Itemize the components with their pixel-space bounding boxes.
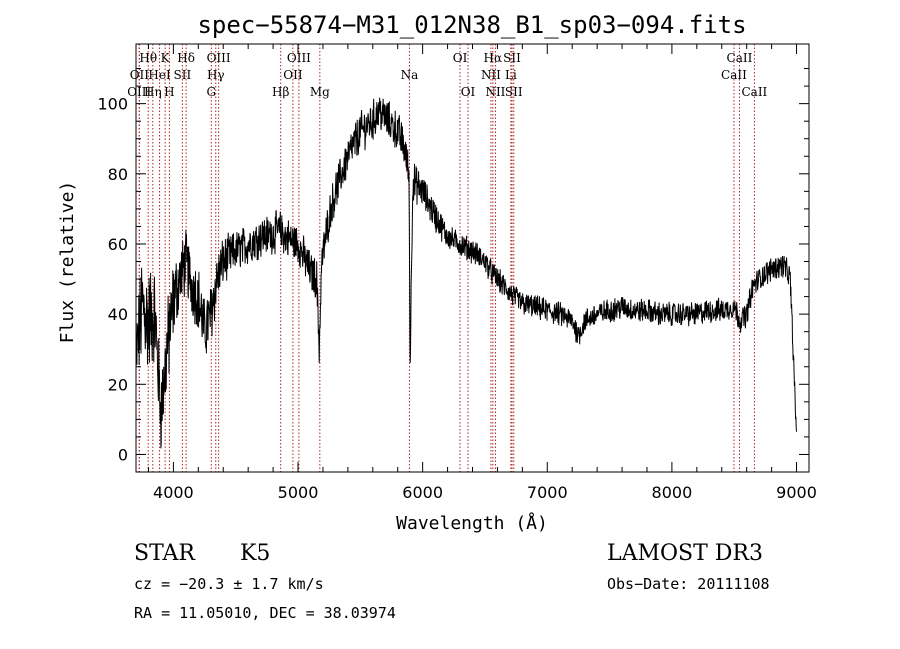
y-tick-label: 0	[118, 445, 128, 464]
y-tick-label: 80	[108, 165, 128, 184]
spectral-line-label: CaII	[727, 51, 753, 65]
x-axis-label: Wavelength (Å)	[396, 512, 548, 534]
y-tick-label: 60	[108, 235, 128, 254]
obs-date: Obs−Date: 20111108	[607, 575, 770, 593]
spectral-line-label: G	[206, 85, 216, 99]
y-axis-ticks: 0 20 40 60 80 100	[97, 68, 809, 464]
spectral-line-label: HeI	[148, 68, 171, 82]
spectral-line-label: CaII	[741, 85, 767, 99]
x-tick-label: 4000	[153, 483, 194, 502]
object-subclass: K5	[240, 541, 270, 566]
spectral-line-markers	[138, 44, 755, 472]
spectrum-line	[135, 97, 797, 449]
chart-title: spec−55874−M31_012N38_B1_sp03−094.fits	[197, 11, 746, 39]
x-tick-label: 6000	[402, 483, 443, 502]
spectral-line-label: OIII	[287, 51, 311, 65]
y-tick-label: 100	[97, 95, 128, 114]
spectral-line-label: OIII	[207, 51, 231, 65]
spectral-line-label: Li	[505, 68, 517, 82]
spectral-line-label: SII	[503, 51, 521, 65]
spectral-line-label: Mg	[310, 85, 330, 99]
spectral-line-label: K	[161, 51, 171, 65]
spectral-line-label: OI	[461, 85, 476, 99]
y-tick-label: 20	[108, 375, 128, 394]
spectral-line-label: Hα	[484, 51, 503, 65]
spectral-line-label: Hδ	[177, 51, 195, 65]
object-class: STAR	[134, 541, 196, 566]
spectral-line-label: Hθ	[139, 51, 157, 65]
survey-name: LAMOST DR3	[607, 541, 763, 566]
spectral-line-label: NII	[481, 68, 501, 82]
redshift-text: cz = −20.3 ± 1.7 km/s	[134, 575, 324, 593]
x-tick-label: 9000	[776, 483, 817, 502]
coordinates-text: RA = 11.05010, DEC = 38.03974	[134, 604, 396, 622]
x-tick-label: 7000	[527, 483, 568, 502]
x-axis-ticks: 4000 5000 6000 7000 8000 9000	[147, 44, 817, 502]
x-tick-label: 8000	[652, 483, 693, 502]
spectral-line-label: SII	[505, 85, 523, 99]
spectral-line-label: Hβ	[272, 85, 289, 99]
y-tick-label: 40	[108, 305, 128, 324]
x-tick-label: 5000	[278, 483, 319, 502]
spectral-line-label: OII	[283, 68, 303, 82]
spectral-line-label: Na	[401, 68, 419, 82]
spectral-line-label: OII	[130, 68, 150, 82]
spectral-line-label: OIII	[127, 85, 151, 99]
spectral-line-label: NII	[485, 85, 505, 99]
spectral-line-label: CaII	[721, 68, 747, 82]
spectral-line-label: SII	[174, 68, 192, 82]
spectral-line-label: Hη	[144, 85, 162, 99]
spectral-line-label: H	[164, 85, 174, 99]
spectral-line-label: Hγ	[207, 68, 225, 82]
y-axis-label: Flux (relative)	[57, 181, 78, 344]
spectral-line-label: OI	[453, 51, 468, 65]
